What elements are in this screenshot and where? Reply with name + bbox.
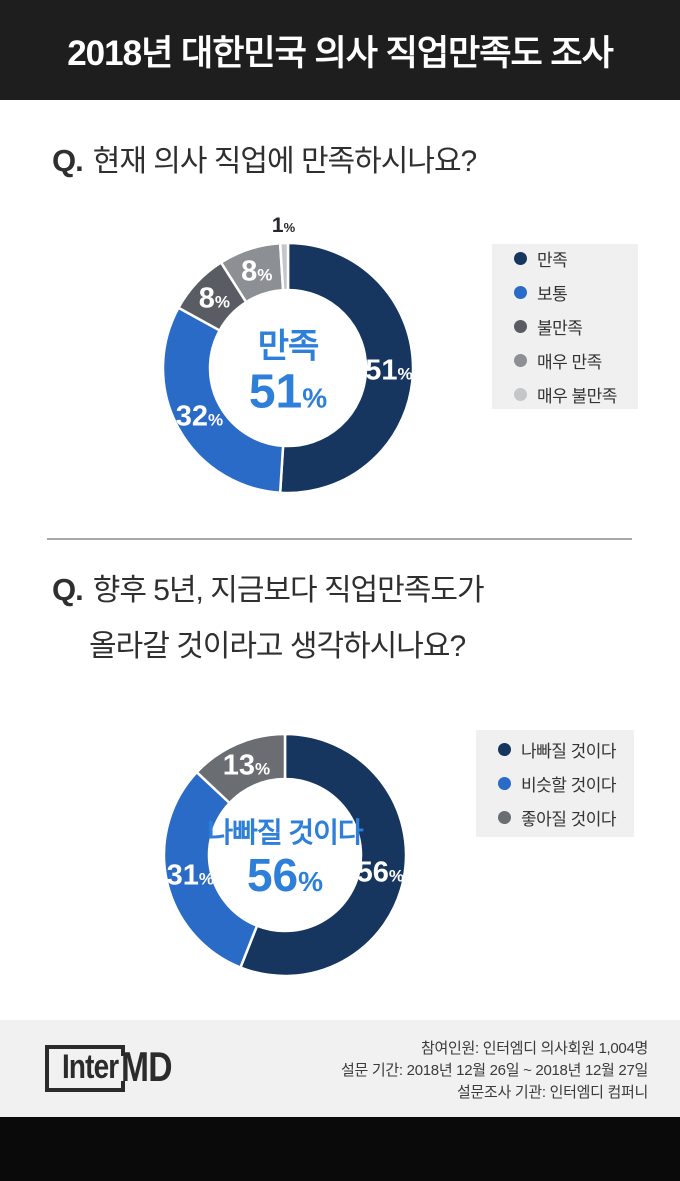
legend-item-1: 비슷할 것이다 — [498, 771, 634, 796]
slice-value-label-0: 56% — [356, 856, 404, 889]
footer-participants: 참여인원: 인터엠디 의사회원 1,004명 — [420, 1040, 648, 1057]
footer-agency: 설문조사 기관: 인터엠디 컴퍼니 — [457, 1084, 648, 1101]
footer-bar — [0, 1020, 680, 1117]
legend-dot-icon — [514, 388, 527, 401]
legend-item-3: 매우 만족 — [514, 348, 638, 373]
footer-survey-meta: 참여인원: 인터엠디 의사회원 1,004명 설문 기간: 2018년 12월 … — [341, 1038, 648, 1104]
donut-2-center-label: 나빠질 것이다 56% — [207, 811, 363, 901]
donut-chart-future: 나빠질 것이다 56% 56% 31% 13% — [162, 732, 408, 978]
legend-dot-icon — [498, 743, 511, 756]
donut-2-center-category: 나빠질 것이다 — [207, 816, 363, 848]
donut-slice-1 — [161, 306, 285, 495]
legend-dot-icon — [514, 354, 527, 367]
question-2-text-line2: 올라갈 것이라고 생각하시나요? — [89, 630, 466, 663]
donut-svg — [161, 241, 415, 495]
slice-value-label-2: 13% — [222, 749, 271, 782]
page-title: 2018년 대한민국 의사 직업만족도 조사 — [67, 33, 614, 73]
slice-value-label-4: 1% — [271, 214, 296, 238]
legend-item-1: 보통 — [514, 280, 638, 305]
legend-dot-icon — [514, 286, 527, 299]
legend-item-label: 만족 — [537, 251, 568, 270]
donut-2-center-value: 56% — [246, 848, 324, 901]
logo-text-inter: Inter — [62, 1048, 119, 1086]
donut-svg — [162, 732, 408, 978]
question-2-text-line1: 향후 5년, 지금보다 직업만족도가 — [92, 574, 485, 607]
question-2-line1: Q. 향후 5년, 지금보다 직업만족도가 — [52, 562, 485, 619]
legend-item-label: 좋아질 것이다 — [521, 810, 617, 829]
question-2-prefix: Q. — [52, 572, 84, 607]
donut-slice-0 — [278, 241, 415, 495]
legend-dot-icon — [514, 320, 527, 333]
question-2: Q. 향후 5년, 지금보다 직업만족도가 올라갈 것이라고 생각하시나요? — [52, 562, 485, 675]
slice-value-label-0: 51% — [365, 354, 413, 387]
question-1-prefix: Q. — [52, 143, 84, 178]
donut-slice-4 — [278, 241, 290, 292]
footer-period: 설문 기간: 2018년 12월 26일 ~ 2018년 12월 27일 — [341, 1062, 648, 1079]
donut-slice-1 — [162, 770, 259, 970]
intermd-logo-icon — [45, 1045, 125, 1092]
donut-slice-0 — [238, 732, 408, 978]
donut-1-center-label: 만족 51% — [249, 318, 327, 417]
legend-item-label: 보통 — [537, 285, 568, 304]
question-1: Q. 현재 의사 직업에 만족하시나요? — [52, 136, 477, 180]
legend-item-0: 만족 — [514, 246, 638, 271]
bottom-black-bar — [0, 1117, 680, 1181]
slice-value-label-1: 32% — [175, 400, 224, 433]
legend-item-2: 불만족 — [514, 314, 638, 339]
legend-dot-icon — [498, 811, 511, 824]
donut-chart-satisfaction: 만족 51% 51% 32% 8% 8% 1% — [161, 214, 415, 495]
legend-item-label: 비슷할 것이다 — [521, 776, 617, 795]
slice-value-label-2: 8% — [198, 282, 230, 315]
donut-slice-2 — [195, 732, 287, 805]
legend-item-label: 불만족 — [537, 319, 583, 338]
legend-dot-icon — [498, 777, 511, 790]
legend-item-0: 나빠질 것이다 — [498, 737, 634, 762]
legend-dot-icon — [514, 252, 527, 265]
legend-item-2: 좋아질 것이다 — [498, 805, 634, 830]
legend-item-label: 매우 불만족 — [537, 387, 617, 406]
donut-1-center-value: 51% — [248, 365, 328, 419]
header-bar: 2018년 대한민국 의사 직업만족도 조사 — [0, 0, 680, 100]
slice-value-label-3: 8% — [241, 255, 273, 288]
legend-item-label: 나빠질 것이다 — [521, 742, 617, 761]
logo-text-md: MD — [121, 1043, 172, 1090]
legend-item-label: 매우 만족 — [537, 353, 602, 372]
donut-1-center-category: 만족 — [257, 327, 320, 366]
slice-value-label-1: 31% — [166, 859, 215, 892]
section-divider — [47, 538, 632, 540]
legend-item-4: 매우 불만족 — [514, 382, 638, 407]
question-1-text: 현재 의사 직업에 만족하시나요? — [92, 145, 477, 178]
